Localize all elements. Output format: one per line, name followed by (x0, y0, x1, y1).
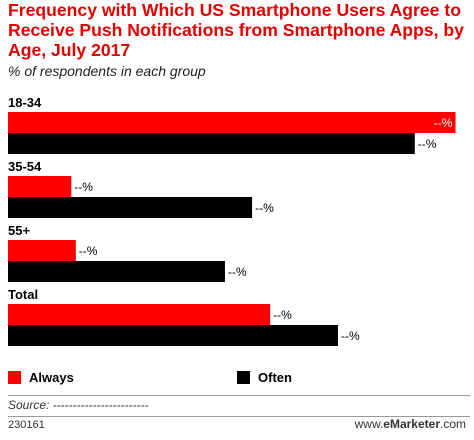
data-label-often: --% (255, 201, 274, 215)
divider-bottom (8, 416, 470, 417)
brand-prefix: www. (354, 417, 384, 431)
data-label-often: --% (228, 265, 247, 279)
data-label-often: --% (418, 137, 437, 151)
bar-often (8, 325, 338, 346)
bar-always (8, 240, 76, 261)
chart-legend: Always Often (0, 370, 474, 390)
data-label-always: --% (273, 308, 292, 322)
brand-suffix: .com (439, 417, 466, 431)
bar-chart: 18-34 --% --% 35-54 --% --% 55+ --% --% Total --% -… (8, 95, 456, 346)
data-label-always: --% (79, 244, 98, 258)
source-note: Source: ------------------------ (8, 398, 149, 412)
bar-often (8, 197, 253, 218)
legend-item-always: Always (8, 370, 74, 385)
category-label: 18-34 (8, 95, 42, 110)
chart-id: 230161 (8, 419, 45, 431)
data-label-always: --% (74, 180, 93, 194)
divider-top (8, 395, 470, 396)
category-label: Total (8, 287, 38, 302)
chart-subtitle: % of respondents in each group (8, 63, 206, 79)
bar-often (8, 133, 415, 154)
data-label-always: --% (434, 116, 453, 130)
category-label: 35-54 (8, 159, 42, 174)
bar-always (8, 176, 72, 197)
brand-name: eMarketer (383, 417, 440, 431)
legend-swatch-often (237, 371, 250, 384)
legend-label-always: Always (29, 370, 74, 385)
chart-title: Frequency with Which US Smartphone Users… (8, 0, 464, 60)
bar-always (8, 304, 271, 325)
bar-always (8, 112, 456, 133)
bar-often (8, 261, 225, 282)
brand-logo: www.eMarketer.com (355, 417, 466, 431)
legend-label-often: Often (258, 370, 292, 385)
data-label-often: --% (341, 329, 360, 343)
category-label: 55+ (8, 223, 30, 238)
legend-swatch-always (8, 371, 21, 384)
legend-item-often: Often (237, 370, 292, 385)
